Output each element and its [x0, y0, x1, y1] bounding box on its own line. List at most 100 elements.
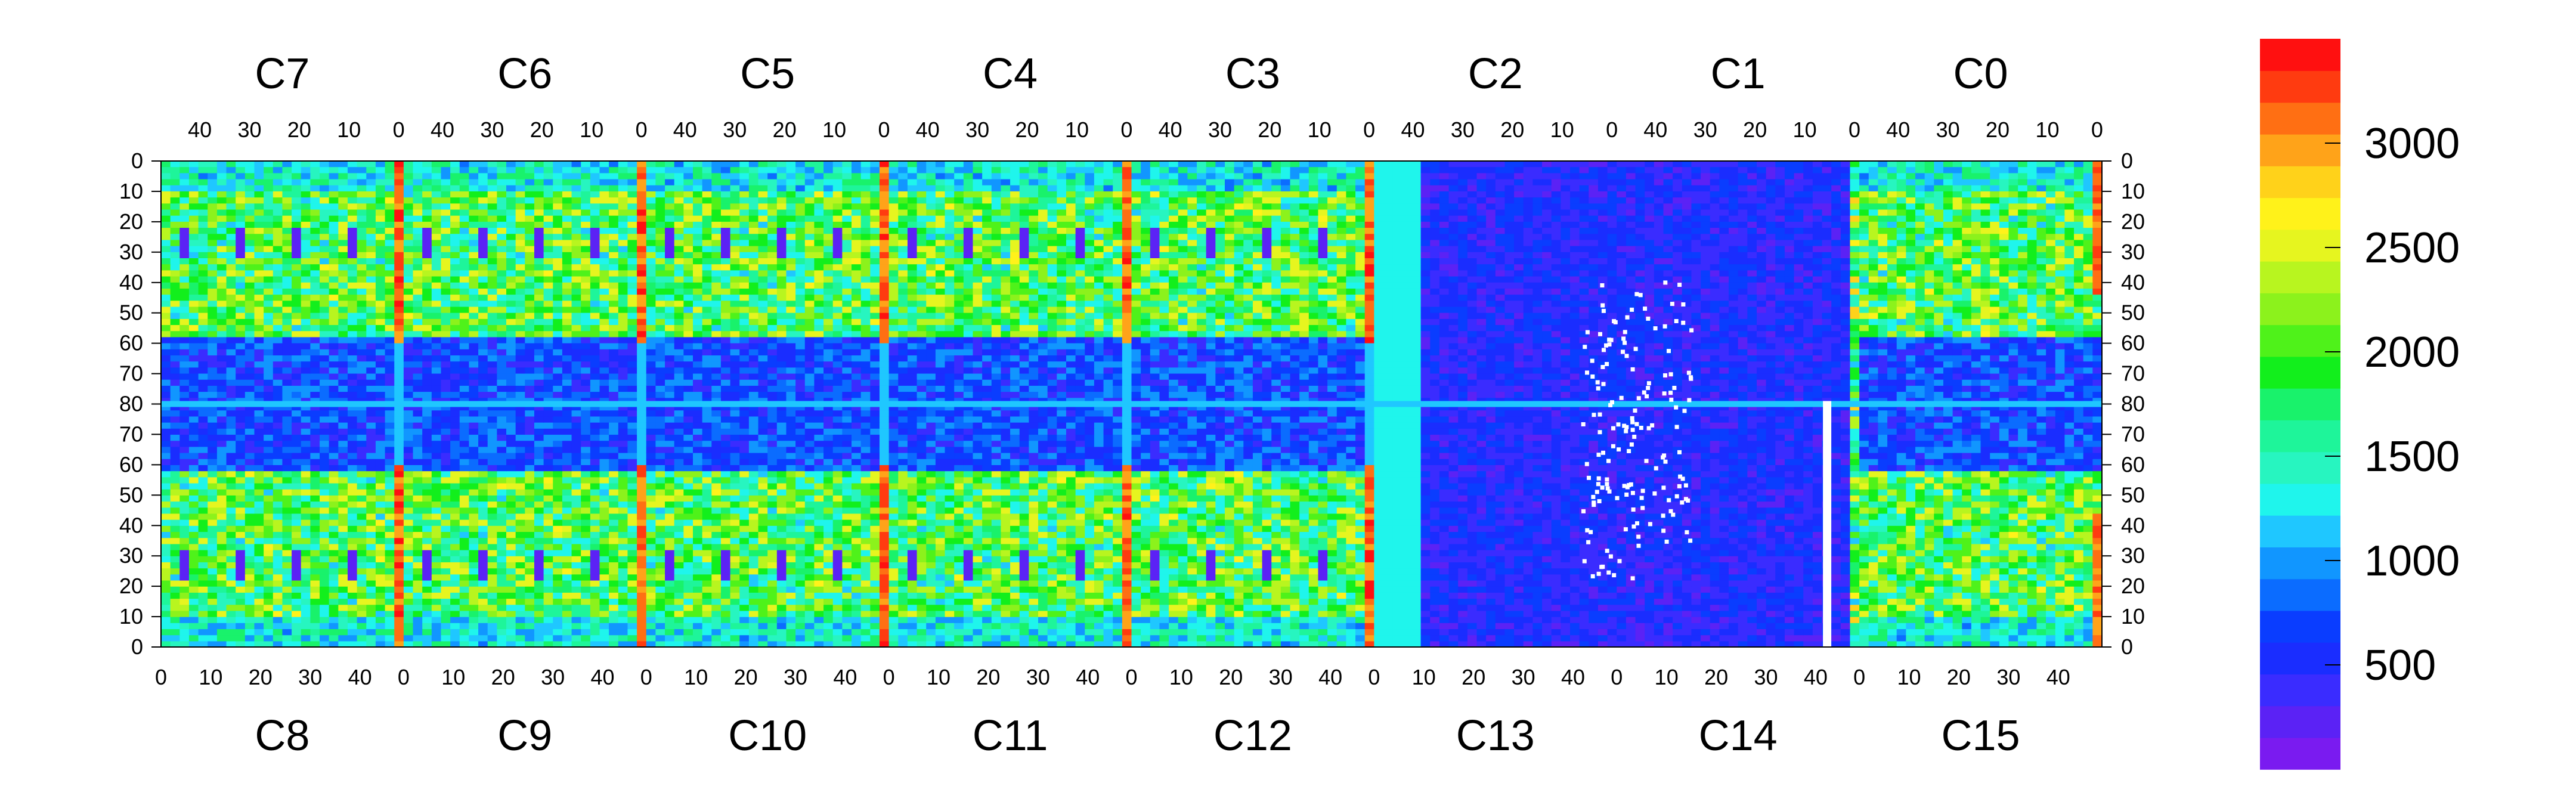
heatmap-cell: [618, 441, 628, 447]
heatmap-cell: [282, 228, 292, 234]
heatmap-cell: [376, 434, 385, 441]
heatmap-cell: [432, 422, 441, 429]
heatmap-cell: [534, 525, 544, 532]
heatmap-cell: [460, 459, 469, 465]
heatmap-cell: [320, 252, 329, 259]
heatmap-cell: [450, 422, 460, 429]
heatmap-cell: [217, 525, 227, 532]
heatmap-cell: [516, 167, 525, 174]
bottom-chip-label: C8: [255, 712, 309, 760]
heatmap-cell: [320, 635, 329, 642]
heatmap-cell: [506, 641, 516, 648]
heatmap-cell: [516, 228, 525, 234]
heatmap-cell: [469, 562, 478, 568]
heatmap-cell: [562, 562, 572, 568]
heatmap-cell: [590, 580, 600, 587]
heatmap-cell: [506, 222, 516, 228]
heatmap-cell: [683, 167, 693, 174]
heatmap-cell: [861, 185, 871, 192]
heatmap-cell: [292, 331, 301, 338]
heatmap-cell: [469, 513, 478, 520]
heatmap-cell: [534, 179, 544, 186]
heatmap-cell: [348, 307, 357, 314]
heatmap-cell: [320, 386, 329, 392]
heatmap-cell: [394, 380, 404, 386]
heatmap-cell: [376, 289, 385, 295]
heatmap-cell: [338, 538, 348, 544]
heatmap-cell: [394, 179, 404, 186]
heatmap-cell: [376, 361, 385, 368]
heatmap-cell: [562, 605, 572, 611]
heatmap-cell: [441, 471, 450, 478]
heatmap-cell: [581, 222, 590, 228]
heatmap-cell: [562, 380, 572, 386]
heatmap-cell: [674, 264, 684, 271]
heatmap-cell: [404, 580, 413, 587]
heatmap-cell: [441, 580, 450, 587]
heatmap-cell: [506, 605, 516, 611]
heatmap-cell: [823, 222, 833, 228]
heatmap-cell: [376, 459, 385, 465]
heatmap-cell: [665, 252, 674, 259]
heatmap-cell: [581, 216, 590, 222]
heatmap-cell: [786, 234, 795, 240]
heatmap-cell: [338, 343, 348, 350]
heatmap-cell: [376, 331, 385, 338]
heatmap-cell: [236, 574, 245, 581]
heatmap-cell: [721, 228, 730, 234]
heatmap-cell: [199, 489, 208, 496]
heatmap-cell: [394, 289, 404, 295]
heatmap-cell: [227, 422, 236, 429]
heatmap-cell: [394, 258, 404, 265]
heatmap-cell: [432, 428, 441, 435]
heatmap-cell: [376, 343, 385, 350]
heatmap-cell: [254, 483, 264, 490]
heatmap-cell: [282, 586, 292, 593]
heatmap-cell: [469, 635, 478, 642]
heatmap-cell: [441, 519, 450, 526]
heatmap-cell: [506, 562, 516, 568]
heatmap-cell: [609, 252, 618, 259]
heatmap-cell: [301, 246, 311, 253]
heatmap-cell: [357, 161, 367, 168]
heatmap-cell: [525, 228, 534, 234]
heatmap-cell: [385, 392, 395, 398]
heatmap-cell: [310, 501, 320, 508]
heatmap-cell: [488, 264, 497, 271]
heatmap-cell: [320, 434, 329, 441]
heatmap-cell: [460, 465, 469, 471]
heatmap-cell: [282, 538, 292, 544]
heatmap-cell: [721, 203, 730, 210]
heatmap-cell: [189, 641, 199, 648]
heatmap-cell: [301, 635, 311, 642]
heatmap-cell: [441, 258, 450, 265]
heatmap-cell: [171, 197, 180, 204]
heatmap-cell: [609, 465, 618, 471]
heatmap-cell: [581, 489, 590, 496]
heatmap-cell: [730, 295, 740, 301]
heatmap-cell: [338, 568, 348, 575]
heatmap-cell: [413, 580, 423, 587]
heatmap-cell: [469, 599, 478, 605]
heatmap-cell: [161, 507, 171, 514]
heatmap-cell: [273, 331, 283, 338]
heatmap-cell: [618, 477, 628, 484]
heatmap-cell: [273, 289, 283, 295]
heatmap-cell: [320, 592, 329, 599]
heatmap-cell: [833, 222, 843, 228]
heatmap-cell: [469, 434, 478, 441]
heatmap-cell: [366, 319, 376, 326]
heatmap-cell: [534, 289, 544, 295]
heatmap-cell: [562, 447, 572, 453]
heatmap-cell: [441, 295, 450, 301]
heatmap-cell: [245, 319, 255, 326]
heatmap-cell: [562, 337, 572, 343]
heatmap-cell: [600, 599, 609, 605]
heatmap-cell: [833, 161, 843, 168]
heatmap-cell: [385, 568, 395, 575]
heatmap-cell: [171, 428, 180, 435]
heatmap-cell: [460, 422, 469, 429]
heatmap-cell: [171, 331, 180, 338]
heatmap-cell: [171, 386, 180, 392]
